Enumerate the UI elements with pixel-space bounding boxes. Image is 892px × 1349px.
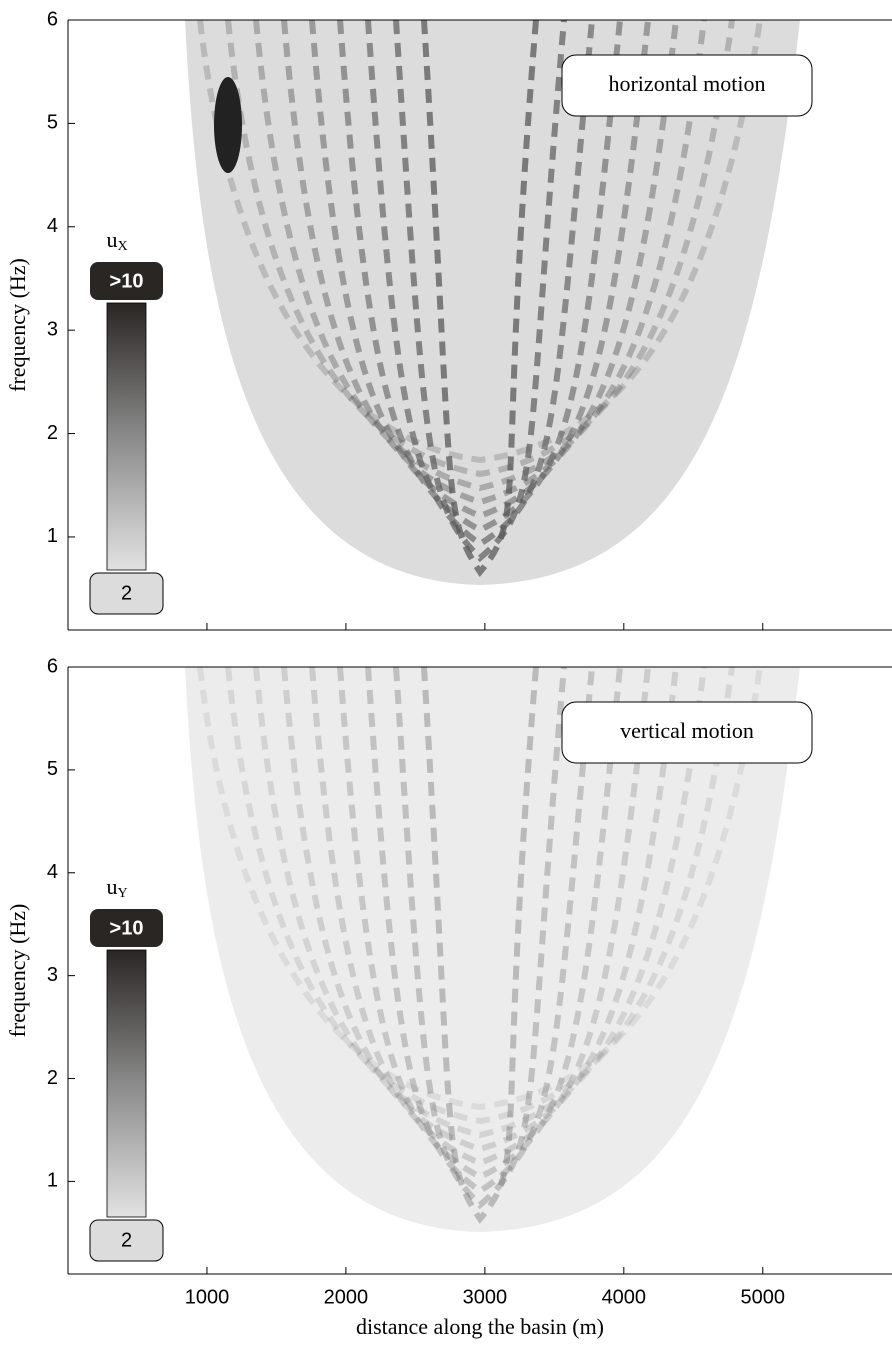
colorbar-min-box <box>89 1219 164 1262</box>
colorbar-min-label: 2 <box>121 1229 132 1251</box>
contour-band <box>421 667 539 1225</box>
contour-band <box>197 20 763 464</box>
x-tick-label: 3000 <box>463 1286 508 1308</box>
contour-band <box>309 667 651 1167</box>
y-tick-label: 3 <box>47 318 58 340</box>
colorbar-max-label: >10 <box>110 917 144 939</box>
contour-band <box>253 20 707 492</box>
colorbar-symbol: u <box>106 227 117 252</box>
contour-region <box>185 20 800 585</box>
contour-band <box>225 667 735 1125</box>
contour-field <box>185 667 800 1232</box>
y-axis-label: frequency (Hz) <box>5 904 30 1038</box>
annotation: vertical motion <box>620 718 754 743</box>
colorbar <box>106 949 147 1218</box>
colorbar-max-box <box>90 909 163 947</box>
contour-band <box>393 667 567 1210</box>
colorbar-label: uY <box>106 874 127 901</box>
contour-band <box>197 667 763 1111</box>
colorbar-min-box <box>89 572 164 615</box>
y-tick-label: 6 <box>47 8 58 30</box>
y-tick-label: 2 <box>47 1067 58 1089</box>
y-tick-label: 6 <box>47 655 58 677</box>
y-tick-label: 1 <box>47 525 58 547</box>
contour-band <box>281 20 679 506</box>
y-tick-label: 4 <box>47 861 58 883</box>
y-tick-label: 3 <box>47 964 58 986</box>
x-tick-label: 5000 <box>741 1286 786 1308</box>
contour-field <box>185 20 800 585</box>
contour-band <box>365 20 595 548</box>
colorbar-label: uX <box>106 227 127 254</box>
x-tick-label: 4000 <box>602 1286 647 1308</box>
contour-band <box>393 20 567 563</box>
colorbar-min-label: 2 <box>121 582 132 604</box>
colorbar-max-label: >10 <box>110 270 144 292</box>
x-tick-label: 1000 <box>185 1286 230 1308</box>
contour-peak <box>214 77 242 173</box>
x-axis-label: distance along the basin (m) <box>356 1314 604 1339</box>
colorbar-subscript: Y <box>117 886 127 901</box>
contour-region <box>185 667 800 1232</box>
y-tick-label: 5 <box>47 758 58 780</box>
contour-band <box>365 667 595 1195</box>
contour-band <box>281 667 679 1153</box>
contour-band <box>421 20 539 578</box>
colorbar-subscript: X <box>117 239 127 254</box>
colorbar-symbol: u <box>106 874 117 899</box>
y-axis-label: frequency (Hz) <box>5 258 30 392</box>
annotation-box <box>561 54 813 117</box>
colorbar <box>106 302 147 571</box>
contour-band <box>253 667 707 1139</box>
y-tick-label: 2 <box>47 422 58 444</box>
x-tick-label: 2000 <box>324 1286 369 1308</box>
contour-band <box>225 20 735 478</box>
y-tick-label: 4 <box>47 215 58 237</box>
colorbar-max-box <box>90 262 163 300</box>
annotation: horizontal motion <box>608 71 765 96</box>
y-tick-label: 5 <box>47 112 58 134</box>
contour-band <box>309 20 651 520</box>
annotation-box <box>561 701 813 764</box>
y-tick-label: 1 <box>47 1170 58 1192</box>
